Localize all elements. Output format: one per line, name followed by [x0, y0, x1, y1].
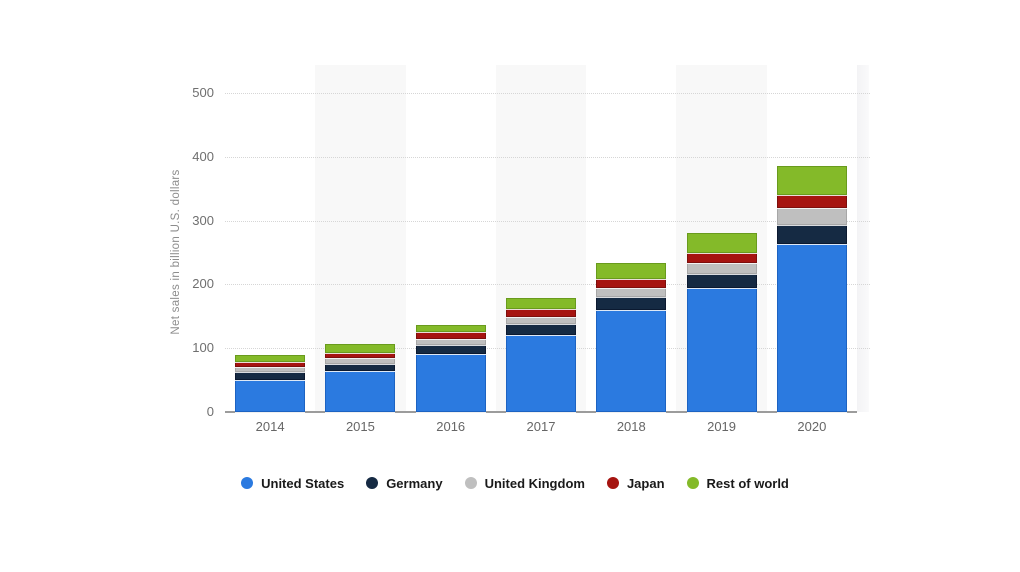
germany-legend-dot-icon: [366, 477, 379, 489]
legend-label: Japan: [626, 475, 665, 491]
bar-2016-united-kingdom[interactable]: [415, 339, 486, 345]
chart-edge-shade: [857, 65, 869, 412]
x-tick-2019: 2019: [707, 419, 737, 434]
bar-2020-germany[interactable]: [776, 225, 847, 244]
bar-2014-japan[interactable]: [235, 362, 306, 367]
legend-label: United Kingdom: [484, 475, 585, 491]
japan-legend-dot-icon: [606, 477, 619, 489]
legend-item-rest-of-world[interactable]: Rest of world: [686, 475, 789, 491]
bar-2016-rest-of-world[interactable]: [415, 325, 486, 332]
rest-of-world-legend-dot-icon: [686, 477, 699, 489]
x-tick-2017: 2017: [526, 419, 556, 434]
legend-item-united-states[interactable]: United States: [241, 476, 344, 491]
y-tick-200: 200: [192, 276, 214, 292]
bar-2017-united-kingdom[interactable]: [506, 317, 576, 324]
legend-label: Rest of world: [706, 475, 789, 491]
bar-2017-united-states[interactable]: [506, 335, 576, 412]
gridline-200: [225, 284, 870, 286]
x-tick-2014: 2014: [255, 419, 285, 434]
bar-2018-united-kingdom[interactable]: [596, 288, 667, 297]
bar-2015-united-states[interactable]: [325, 371, 396, 412]
bar-2018-united-states[interactable]: [596, 310, 667, 412]
united-kingdom-legend-dot-icon: [464, 477, 477, 489]
bar-2019-rest-of-world[interactable]: [686, 233, 757, 253]
gridline-400: [225, 156, 870, 158]
bar-2015-united-kingdom[interactable]: [325, 358, 396, 364]
x-tick-2020: 2020: [797, 419, 827, 434]
bar-2020-united-states[interactable]: [776, 244, 847, 412]
bar-2018-japan[interactable]: [596, 279, 667, 288]
bar-2020-rest-of-world[interactable]: [776, 166, 847, 195]
y-tick-400: 400: [192, 148, 214, 164]
legend-item-germany[interactable]: Germany: [366, 475, 443, 491]
bar-2020-united-kingdom[interactable]: [776, 208, 847, 225]
y-tick-300: 300: [192, 212, 214, 228]
legend-label: Germany: [386, 475, 443, 491]
legend-label: United States: [261, 475, 345, 491]
bar-2015-germany[interactable]: [325, 364, 396, 371]
bar-2018-germany[interactable]: [596, 297, 667, 310]
bar-2014-united-kingdom[interactable]: [235, 367, 306, 372]
x-tick-2016: 2016: [436, 419, 466, 434]
gridline-300: [225, 220, 870, 222]
bar-2020-japan[interactable]: [776, 195, 847, 208]
bar-2017-germany[interactable]: [506, 324, 576, 335]
gridline-500: [225, 93, 870, 94]
bar-2019-germany[interactable]: [686, 274, 757, 288]
bar-2014-germany[interactable]: [235, 372, 306, 380]
bar-2016-japan[interactable]: [415, 332, 486, 339]
y-tick-0: 0: [206, 404, 214, 419]
bar-2016-germany[interactable]: [415, 345, 486, 354]
bar-2018-rest-of-world[interactable]: [596, 263, 667, 279]
x-tick-2018: 2018: [616, 419, 646, 434]
y-tick-100: 100: [192, 340, 214, 356]
bar-2017-japan[interactable]: [506, 309, 576, 317]
bar-2014-rest-of-world[interactable]: [235, 355, 306, 362]
bar-2014-united-states[interactable]: [235, 380, 306, 412]
legend-item-united-kingdom[interactable]: United Kingdom: [464, 475, 585, 491]
bar-2015-rest-of-world[interactable]: [325, 344, 396, 353]
bar-2016-united-states[interactable]: [415, 354, 486, 412]
x-axis-line: [225, 411, 857, 413]
legend-item-japan[interactable]: Japan: [606, 475, 665, 491]
bar-2019-united-kingdom[interactable]: [686, 263, 757, 274]
united-states-legend-dot-icon: [241, 477, 254, 489]
x-tick-2015: 2015: [345, 419, 375, 434]
bar-2019-japan[interactable]: [686, 253, 757, 263]
y-tick-500: 500: [192, 85, 214, 100]
bar-2017-rest-of-world[interactable]: [506, 298, 576, 309]
legend: United States Germany United Kingdom Japan R…: [160, 474, 870, 492]
bar-2015-japan[interactable]: [325, 353, 396, 358]
bar-2019-united-states[interactable]: [686, 288, 757, 412]
